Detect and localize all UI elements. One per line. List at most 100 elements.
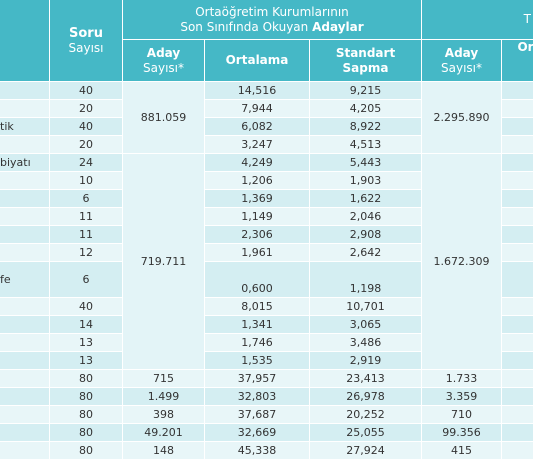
row-label bbox=[0, 442, 50, 460]
cell-sapma: 5,443 bbox=[310, 154, 422, 172]
cell-partial bbox=[502, 154, 534, 172]
cell-soru: 80 bbox=[50, 370, 123, 388]
text: 37,687 bbox=[237, 408, 277, 421]
cell-aday2: 710 bbox=[422, 406, 502, 424]
row-label bbox=[0, 298, 50, 316]
row-label: tik bbox=[0, 118, 50, 136]
cell-soru: 20 bbox=[50, 100, 123, 118]
text: 2,908 bbox=[349, 228, 382, 241]
cell-soru: 12 bbox=[50, 244, 123, 262]
cell-ortalama: 4,249 bbox=[205, 154, 310, 172]
sub-aday2: Aday Sayısı* bbox=[422, 40, 502, 82]
text: 11 bbox=[79, 228, 93, 241]
cell-sapma: 2,908 bbox=[310, 226, 422, 244]
text: 1,369 bbox=[241, 192, 273, 205]
text: Sayısı bbox=[68, 40, 104, 55]
text: 3,247 bbox=[241, 138, 273, 151]
text: 1.672.309 bbox=[433, 255, 490, 268]
text: 80 bbox=[79, 408, 93, 421]
cell-sapma: 4,513 bbox=[310, 136, 422, 154]
row-label bbox=[0, 406, 50, 424]
cell-aday: 398 bbox=[123, 406, 205, 424]
cell-sapma: 26,978 bbox=[310, 388, 422, 406]
cell-soru: 13 bbox=[50, 334, 123, 352]
cell-soru: 40 bbox=[50, 298, 123, 316]
cell-ortalama: 1,746 bbox=[205, 334, 310, 352]
text: 2,046 bbox=[349, 210, 382, 223]
header-group: Ortaöğretim Kurumlarının Son Sınıfında Ok… bbox=[123, 0, 422, 40]
cell-aday2-merged: 2.295.890 bbox=[422, 82, 502, 154]
cell-ortalama: 3,247 bbox=[205, 136, 310, 154]
text: 6,082 bbox=[241, 120, 273, 133]
cell-sapma: 1,903 bbox=[310, 172, 422, 190]
row-label bbox=[0, 172, 50, 190]
cell-partial bbox=[502, 208, 534, 226]
text: 1,149 bbox=[241, 210, 273, 223]
cell-sapma: 4,205 bbox=[310, 100, 422, 118]
header-empty bbox=[0, 0, 50, 82]
cell-aday: 49.201 bbox=[123, 424, 205, 442]
cell-soru: 10 bbox=[50, 172, 123, 190]
text: Sayısı* bbox=[441, 60, 482, 75]
text: 11 bbox=[79, 210, 93, 223]
cell-soru: 11 bbox=[50, 208, 123, 226]
text: Soru bbox=[69, 25, 103, 41]
text: 40 bbox=[79, 84, 93, 97]
text: 7,944 bbox=[241, 102, 273, 115]
text: 32,669 bbox=[237, 426, 277, 439]
cell-ortalama: 6,082 bbox=[205, 118, 310, 136]
cell-partial bbox=[502, 424, 534, 442]
cell-aday2-merged: 1.672.309 bbox=[422, 154, 502, 370]
text: 45,338 bbox=[237, 444, 277, 457]
cell-partial bbox=[502, 298, 534, 316]
text: 148 bbox=[153, 444, 174, 457]
cell-soru: 6 bbox=[50, 262, 123, 298]
cell-soru: 20 bbox=[50, 136, 123, 154]
cell-sapma: 10,701 bbox=[310, 298, 422, 316]
row-label bbox=[0, 208, 50, 226]
cell-ortalama: 14,516 bbox=[205, 82, 310, 100]
cell-ortalama: 1,206 bbox=[205, 172, 310, 190]
text: 4,513 bbox=[349, 138, 382, 151]
text: 13 bbox=[79, 336, 93, 349]
text: T bbox=[523, 12, 531, 26]
cell-partial bbox=[502, 226, 534, 244]
text: Aday bbox=[146, 45, 181, 60]
cell-aday: 715 bbox=[123, 370, 205, 388]
cell-ortalama: 7,944 bbox=[205, 100, 310, 118]
cell-ortalama: 1,341 bbox=[205, 316, 310, 334]
text: 1,961 bbox=[241, 246, 273, 259]
cell-partial bbox=[502, 334, 534, 352]
cell-soru: 40 bbox=[50, 118, 123, 136]
text: 719.711 bbox=[140, 255, 187, 268]
text: 1,535 bbox=[241, 354, 273, 367]
cell-ortalama: 37,957 bbox=[205, 370, 310, 388]
cell-ortalama: 1,369 bbox=[205, 190, 310, 208]
row-label bbox=[0, 226, 50, 244]
cell-aday-merged: 719.711 bbox=[123, 154, 205, 370]
cell-sapma: 2,919 bbox=[310, 352, 422, 370]
sub-ortalama: Ortalama bbox=[205, 40, 310, 82]
text: Son Sınıfında Okuyan bbox=[180, 19, 309, 34]
cell-sapma: 1,198 bbox=[310, 262, 422, 298]
text: 2,642 bbox=[349, 246, 382, 259]
text: 3,065 bbox=[349, 318, 382, 331]
cell-partial bbox=[502, 442, 534, 460]
cell-aday2: 99.356 bbox=[422, 424, 502, 442]
text: 6 bbox=[82, 273, 90, 286]
cell-partial bbox=[502, 370, 534, 388]
cell-soru: 24 bbox=[50, 154, 123, 172]
row-label bbox=[0, 334, 50, 352]
text: 2.295.890 bbox=[433, 111, 490, 124]
text: 1.733 bbox=[445, 372, 478, 385]
cell-aday-merged: 881.059 bbox=[123, 82, 205, 154]
row-label: biyatı bbox=[0, 154, 50, 172]
cell-ortalama: 1,961 bbox=[205, 244, 310, 262]
text: Ortaöğretim Kurumlarının bbox=[195, 4, 349, 19]
text: biyatı bbox=[0, 156, 31, 169]
cell-aday2: 415 bbox=[422, 442, 502, 460]
cell-partial bbox=[502, 118, 534, 136]
cell-partial bbox=[502, 244, 534, 262]
sub-ort2: Or bbox=[502, 40, 534, 82]
